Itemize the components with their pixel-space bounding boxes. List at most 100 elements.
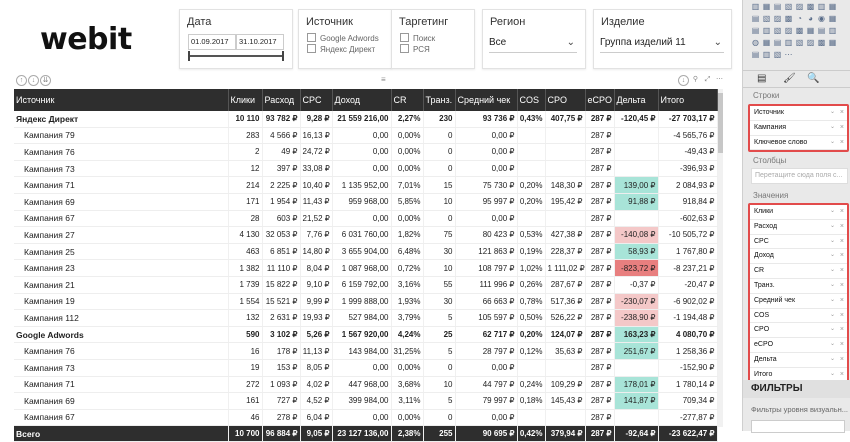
column-header[interactable]: Итого xyxy=(658,89,718,111)
group-row[interactable]: Яндекс Директ 10 110 93 782 ₽9,28 ₽21 559 … xyxy=(14,111,718,128)
visual-type-icon[interactable]: ▦ xyxy=(762,2,771,11)
chevron-down-icon[interactable]: ⌄ xyxy=(829,281,835,288)
table-row[interactable]: Кампания 67 28 603 ₽21,52 ₽0,00 0,00% 0 0,00 … xyxy=(14,210,718,228)
visual-type-icon[interactable]: ▩ xyxy=(795,26,804,35)
visual-type-icon[interactable]: ▤ xyxy=(751,50,760,59)
date-start-input[interactable]: 01.09.2017 xyxy=(188,34,236,50)
visual-type-icon[interactable]: ▤ xyxy=(751,26,760,35)
visual-type-icon[interactable]: ▥ xyxy=(784,38,793,47)
visual-type-icon[interactable]: ▦ xyxy=(828,14,837,23)
column-header[interactable]: CR xyxy=(391,89,424,111)
visual-type-icon[interactable]: ▤ xyxy=(817,26,826,35)
table-row[interactable]: Кампания 23 1 382 11 110 ₽8,04 ₽1 087 968,… xyxy=(14,259,718,277)
field-chip[interactable]: COS ⌄ × xyxy=(750,308,847,323)
visual-type-icon[interactable]: ▦ xyxy=(828,38,837,47)
table-row[interactable]: Кампания 25 463 6 851 ₽14,80 ₽3 655 904,00… xyxy=(14,243,718,261)
visual-type-icon[interactable]: ▩ xyxy=(817,38,826,47)
analytics-tab-icon[interactable]: 🔍 xyxy=(807,73,820,84)
field-chip[interactable]: CPO ⌄ × xyxy=(750,323,847,338)
chevron-down-icon[interactable]: ⌄ xyxy=(829,138,835,145)
drill-mode-icon[interactable]: ↓ xyxy=(28,75,39,86)
visual-type-icon[interactable]: ◔ xyxy=(797,14,802,23)
table-row[interactable]: Кампания 69 171 1 954 ₽11,43 ₽959 968,00 5,… xyxy=(14,193,718,211)
visual-type-icon[interactable]: ▨ xyxy=(806,38,815,47)
visual-type-icon[interactable]: ▩ xyxy=(784,14,793,23)
chevron-down-icon[interactable]: ⌄ xyxy=(829,267,835,274)
close-icon[interactable]: × xyxy=(839,237,844,245)
column-header[interactable]: CPO xyxy=(545,89,586,111)
table-row[interactable]: Кампания 76 16 178 ₽11,13 ₽143 984,00 31,25… xyxy=(14,342,718,360)
source-option-yandex[interactable]: Яндекс Директ xyxy=(307,44,375,54)
close-icon[interactable]: × xyxy=(839,222,844,230)
visual-type-icon[interactable]: ▥ xyxy=(817,2,826,11)
close-icon[interactable]: × xyxy=(839,326,844,334)
column-header[interactable]: COS xyxy=(517,89,546,111)
field-chip[interactable]: Ключевое слово ⌄ × xyxy=(750,135,847,150)
chevron-down-icon[interactable]: ⌄ xyxy=(829,252,835,259)
visual-type-icon[interactable]: ▧ xyxy=(773,50,782,59)
scrollbar-thumb[interactable] xyxy=(718,93,723,153)
column-header[interactable]: Доход xyxy=(332,89,392,111)
field-chip[interactable]: Итого ⌄ × xyxy=(750,367,847,382)
chevron-down-icon[interactable]: ⌄ xyxy=(829,341,835,348)
table-row[interactable]: Кампания 112 132 2 631 ₽19,93 ₽527 984,00 3… xyxy=(14,309,718,327)
column-header[interactable]: Клики xyxy=(228,89,263,111)
visual-type-icon[interactable]: ⋯ xyxy=(784,50,793,59)
product-dropdown[interactable]: Группа изделий 11 ⌄ xyxy=(600,34,724,53)
column-header[interactable]: Расход xyxy=(262,89,301,111)
visual-type-icon[interactable]: ▨ xyxy=(784,26,793,35)
field-chip[interactable]: Расход ⌄ × xyxy=(750,219,847,234)
close-icon[interactable]: × xyxy=(839,109,844,116)
visual-type-icon[interactable]: ▨ xyxy=(773,14,782,23)
close-icon[interactable]: × xyxy=(839,281,844,289)
field-chip[interactable]: Источник ⌄ × xyxy=(750,106,847,120)
targeting-option-rsya[interactable]: РСЯ xyxy=(400,44,430,54)
chevron-down-icon[interactable]: ⌄ xyxy=(829,123,835,130)
visual-type-icon[interactable]: ▦ xyxy=(806,26,815,35)
field-chip[interactable]: CPC ⌄ × xyxy=(750,234,847,249)
column-header[interactable]: Дельта xyxy=(614,89,659,111)
visual-type-icon[interactable]: ▥ xyxy=(762,50,771,59)
visual-type-icon[interactable]: ◕ xyxy=(808,14,813,23)
date-range-slider[interactable] xyxy=(188,51,284,61)
chevron-down-icon[interactable]: ⌄ xyxy=(829,237,835,244)
visual-type-icon[interactable]: ▨ xyxy=(795,2,804,11)
field-chip[interactable]: Дельта ⌄ × xyxy=(750,352,847,367)
chevron-down-icon[interactable]: ⌄ xyxy=(829,370,835,377)
close-icon[interactable]: × xyxy=(839,370,844,378)
more-options-icon[interactable]: ⋯ xyxy=(716,76,723,83)
checkbox-icon[interactable] xyxy=(307,44,316,53)
field-chip[interactable]: Доход ⌄ × xyxy=(750,249,847,264)
chevron-down-icon[interactable]: ⌄ xyxy=(829,311,835,318)
visual-type-icon[interactable]: ▤ xyxy=(773,38,782,47)
table-row[interactable]: Кампания 73 19 153 ₽8,05 ₽0,00 0,00% 0 0,00 ₽… xyxy=(14,359,718,377)
table-scrollbar[interactable] xyxy=(718,89,723,427)
visual-type-icon[interactable]: ▧ xyxy=(773,26,782,35)
fields-tab-icon[interactable]: ▤ xyxy=(757,73,767,84)
pin-icon[interactable]: ⚲ xyxy=(692,76,699,83)
visual-type-icon[interactable]: ▧ xyxy=(795,38,804,47)
drag-grip-icon[interactable]: ≡ xyxy=(381,75,386,84)
column-header[interactable]: eCPO xyxy=(585,89,615,111)
checkbox-icon[interactable] xyxy=(400,44,409,53)
checkbox-icon[interactable] xyxy=(400,33,409,42)
visual-type-icon[interactable]: ▥ xyxy=(828,26,837,35)
table-row[interactable]: Кампания 67 46 278 ₽6,04 ₽0,00 0,00% 0 0,00 ₽… xyxy=(14,409,718,427)
close-icon[interactable]: × xyxy=(839,355,844,363)
date-slider-start-handle[interactable] xyxy=(188,51,190,61)
table-row[interactable]: Кампания 27 4 130 32 053 ₽7,76 ₽6 031 760,… xyxy=(14,226,718,244)
visual-type-icon[interactable]: ▦ xyxy=(828,2,837,11)
close-icon[interactable]: × xyxy=(839,138,844,146)
close-icon[interactable]: × xyxy=(839,311,844,319)
table-row[interactable]: Кампания 79 283 4 566 ₽16,13 ₽0,00 0,00% 0 0,… xyxy=(14,127,718,145)
chevron-down-icon[interactable]: ⌄ xyxy=(829,326,835,333)
field-chip[interactable]: Транз. ⌄ × xyxy=(750,278,847,293)
table-row[interactable]: Кампания 76 2 49 ₽24,72 ₽0,00 0,00% 0 0,00 ₽ 2… xyxy=(14,143,718,161)
field-chip[interactable]: Клики ⌄ × xyxy=(750,205,847,219)
table-row[interactable]: Кампания 21 1 739 15 822 ₽9,10 ₽6 159 792,… xyxy=(14,276,718,294)
visual-type-icon[interactable]: ▧ xyxy=(762,14,771,23)
download-icon[interactable]: ↓ xyxy=(678,75,689,86)
source-option-google[interactable]: Google Adwords xyxy=(307,33,379,43)
visual-type-icon[interactable]: ▦ xyxy=(762,38,771,47)
checkbox-icon[interactable] xyxy=(307,33,316,42)
